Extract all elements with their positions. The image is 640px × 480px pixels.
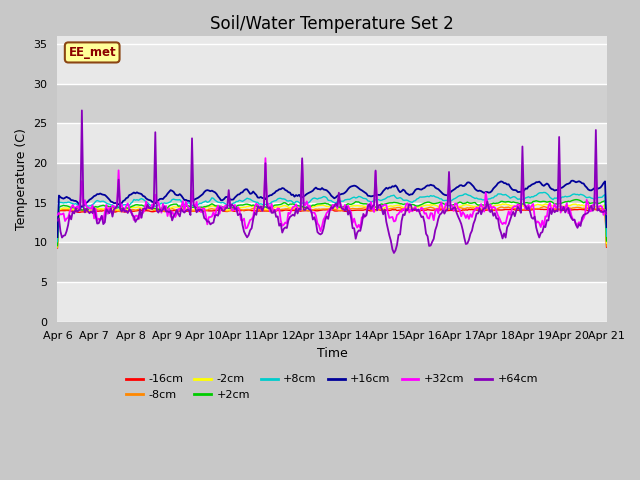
Legend: -16cm, -8cm, -2cm, +2cm, +8cm, +16cm, +32cm, +64cm: -16cm, -8cm, -2cm, +2cm, +8cm, +16cm, +3…	[122, 370, 543, 405]
Y-axis label: Temperature (C): Temperature (C)	[15, 128, 28, 230]
Bar	[58, 44, 607, 84]
Bar	[58, 163, 607, 203]
Text: EE_met: EE_met	[68, 46, 116, 59]
Bar	[58, 84, 607, 123]
X-axis label: Time: Time	[317, 347, 348, 360]
Bar	[58, 123, 607, 163]
Bar	[58, 242, 607, 282]
Title: Soil/Water Temperature Set 2: Soil/Water Temperature Set 2	[210, 15, 454, 33]
Bar	[58, 203, 607, 242]
Bar	[58, 282, 607, 322]
